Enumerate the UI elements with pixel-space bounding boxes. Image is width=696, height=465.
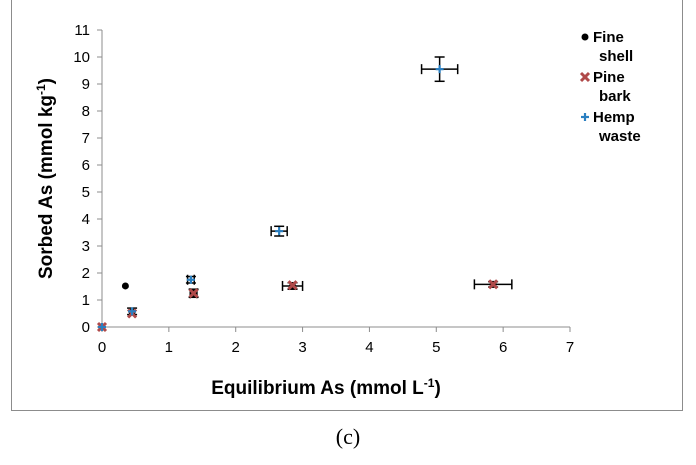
point-plus (128, 307, 137, 316)
x-tick-label: 1 (165, 339, 173, 356)
legend-label: Hemp (593, 109, 635, 126)
legend-marker-x (579, 71, 591, 83)
x-tick-label: 7 (566, 339, 574, 356)
axes (97, 29, 571, 332)
y-tick-label: 5 (82, 184, 90, 201)
x-stroke (488, 279, 499, 290)
data-points (96, 65, 499, 333)
y-tick-label: 0 (82, 319, 90, 336)
x-stroke (287, 280, 298, 291)
y-tick-label: 11 (74, 22, 90, 39)
x-axis-title: Equilibrium As (mmol L-1) (211, 376, 441, 399)
x-stroke (188, 288, 199, 299)
point-circle (121, 282, 129, 290)
x-tick-label: 3 (298, 339, 306, 356)
legend-label: bark (599, 88, 631, 105)
error-bars (127, 56, 513, 316)
y-tick-label: 2 (82, 265, 90, 282)
y-tick-label: 3 (82, 238, 90, 255)
point-plus (435, 65, 444, 74)
x-tick-label: 0 (98, 339, 106, 356)
legend-label: Fine (593, 29, 624, 46)
point-x (488, 279, 499, 290)
legend-marker-plus (581, 113, 589, 121)
legend-label: shell (599, 48, 633, 65)
point-plus (186, 275, 195, 284)
chart-frame (11, 0, 683, 411)
y-tick-label: 4 (82, 211, 90, 228)
legend-label: Pine (593, 69, 625, 86)
y-tick-label: 7 (82, 130, 90, 147)
point-x (188, 288, 199, 299)
y-axis-title: Sorbed As (mmol kg-1) (34, 78, 57, 279)
x-stroke (579, 71, 591, 83)
x-tick-label: 5 (432, 339, 440, 356)
point-plus (98, 323, 106, 331)
y-tick-label: 1 (82, 292, 90, 309)
scatter-chart: 0 1 2 3 4 5 6 7 0 1 2 3 4 5 6 7 8 9 10 11 Fine shell Pine bark… (34, 22, 641, 399)
x-tick-label: 4 (365, 339, 373, 356)
y-tick-label: 8 (82, 103, 90, 120)
y-tick-label: 6 (82, 157, 90, 174)
tick-labels: 0 1 2 3 4 5 6 7 0 1 2 3 4 5 6 7 8 9 10 11 (73, 22, 574, 356)
x-tick-label: 2 (232, 339, 240, 356)
point-plus (275, 227, 284, 236)
legend: Fine shell Pine bark Hemp waste (579, 29, 641, 145)
x-tick-label: 6 (499, 339, 507, 356)
y-tick-label: 9 (82, 76, 90, 93)
point-x (287, 280, 298, 291)
legend-label: waste (598, 128, 641, 145)
legend-marker-circle (581, 33, 589, 41)
figure-caption: (c) (335, 424, 361, 449)
y-tick-label: 10 (73, 49, 90, 66)
